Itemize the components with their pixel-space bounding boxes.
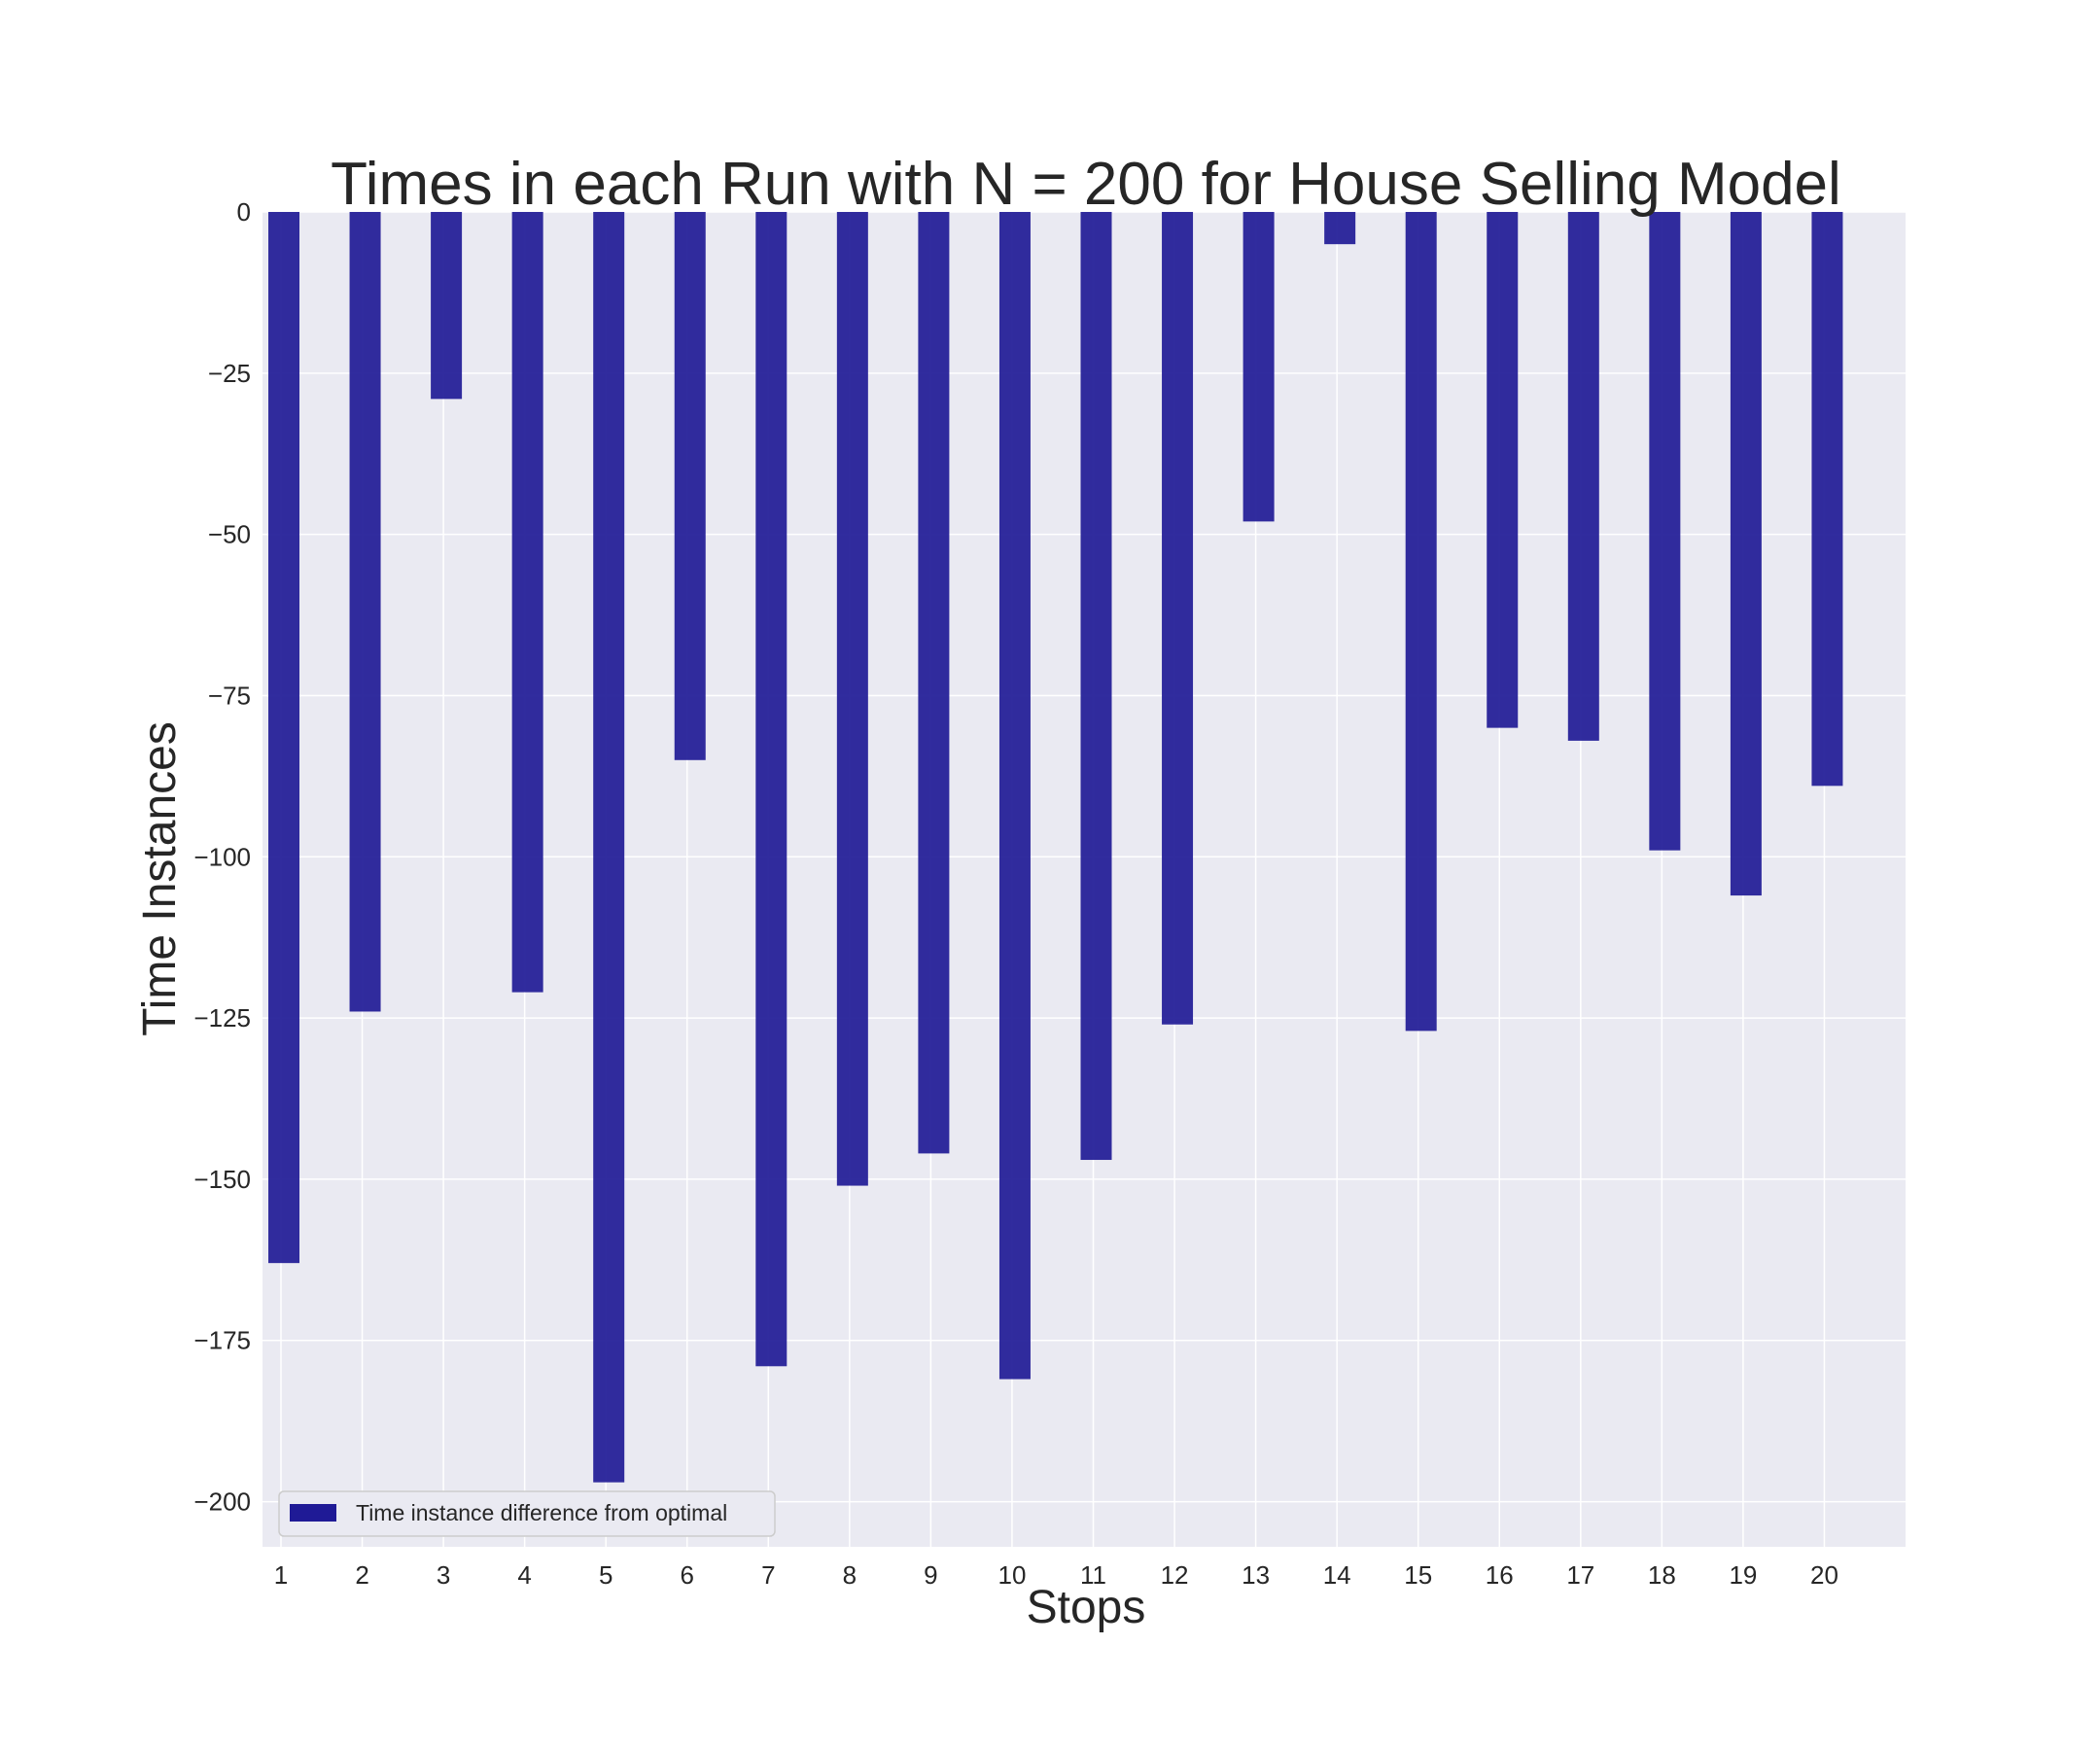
x-tick-labels: 1 2 3 4 5 6 7 8 9 10 11 12 13 14 15 16 17 18 19 20 — [274, 1560, 1838, 1590]
x-tick-label: 4 — [517, 1560, 531, 1590]
x-tick-label: 9 — [924, 1560, 937, 1590]
legend-label: Time instance difference from optimal — [356, 1500, 727, 1525]
x-tick-label: 2 — [355, 1560, 368, 1590]
x-tick-label: 7 — [761, 1560, 775, 1590]
bar — [1487, 212, 1519, 728]
y-tick-label: −75 — [208, 681, 251, 710]
x-tick-label: 3 — [437, 1560, 450, 1590]
bar — [1162, 212, 1194, 1025]
x-tick-label: 18 — [1648, 1560, 1676, 1590]
bar — [268, 212, 299, 1264]
x-tick-label: 14 — [1323, 1560, 1351, 1590]
y-tick-label: −50 — [208, 520, 251, 549]
x-tick-label: 6 — [681, 1560, 694, 1590]
x-tick-label: 8 — [843, 1560, 857, 1590]
bar — [674, 212, 706, 760]
y-tick-labels: 0 −25 −50 −75 −100 −125 −150 −175 −200 — [193, 197, 251, 1517]
y-axis-label: Time Instances — [134, 721, 186, 1036]
y-tick-label: 0 — [237, 197, 251, 227]
bar — [1242, 212, 1275, 522]
y-tick-label: −175 — [193, 1326, 251, 1355]
bar — [1405, 212, 1437, 1032]
x-tick-label: 15 — [1404, 1560, 1432, 1590]
y-tick-label: −25 — [208, 359, 251, 388]
bar — [1811, 212, 1843, 787]
bar — [593, 212, 625, 1483]
x-tick-label: 5 — [599, 1560, 612, 1590]
bar — [349, 212, 381, 1012]
bar — [1567, 212, 1599, 741]
x-tick-label: 10 — [998, 1560, 1026, 1590]
bar — [1730, 212, 1762, 896]
x-tick-label: 12 — [1161, 1560, 1189, 1590]
bar — [918, 212, 950, 1154]
chart-title: Times in each Run with N = 200 for House… — [331, 151, 1841, 218]
bar — [1324, 212, 1356, 245]
x-tick-label: 11 — [1080, 1560, 1106, 1590]
y-tick-label: −150 — [193, 1165, 251, 1194]
legend-box — [278, 1490, 776, 1537]
bar — [511, 212, 543, 993]
x-tick-label: 17 — [1566, 1560, 1594, 1590]
bars — [268, 212, 1843, 1483]
bar — [431, 212, 463, 400]
x-tick-label: 20 — [1810, 1560, 1838, 1590]
legend-swatch — [290, 1504, 336, 1522]
bar — [755, 212, 788, 1367]
y-tick-label: −125 — [193, 1003, 251, 1032]
legend: Time instance difference from optimal — [278, 1490, 776, 1537]
bar — [998, 212, 1031, 1380]
x-tick-label: 19 — [1729, 1560, 1757, 1590]
bar — [836, 212, 868, 1186]
y-tick-label: −100 — [193, 842, 251, 871]
x-tick-label: 16 — [1486, 1560, 1514, 1590]
x-tick-label: 13 — [1242, 1560, 1270, 1590]
y-tick-label: −200 — [193, 1488, 251, 1517]
bar — [1649, 212, 1681, 851]
bar — [1080, 212, 1112, 1161]
x-axis-label: Stops — [1027, 1582, 1146, 1633]
x-tick-label: 1 — [274, 1560, 288, 1590]
